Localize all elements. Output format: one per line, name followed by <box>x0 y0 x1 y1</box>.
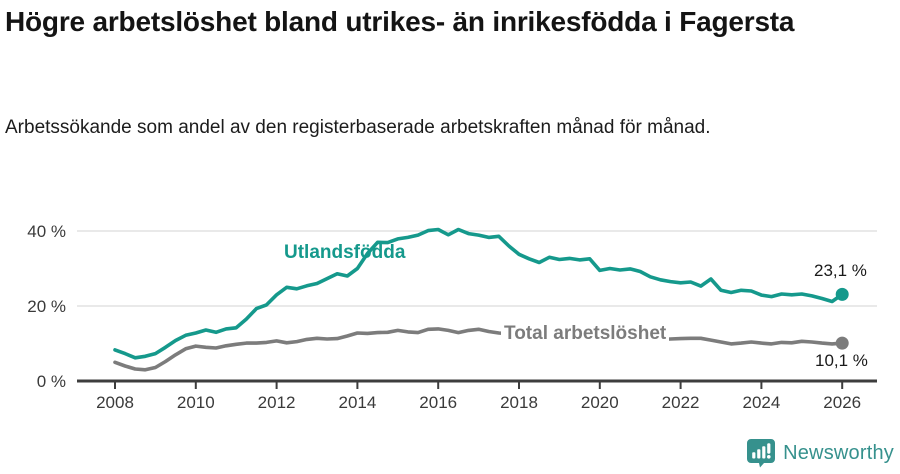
y-tick-label: 40 % <box>27 222 66 241</box>
newsworthy-logo: Newsworthy <box>746 436 894 470</box>
chart-subtitle: Arbetssökande som andel av den registerb… <box>5 117 711 138</box>
x-tick-label: 2014 <box>338 393 376 412</box>
series-label-total-arbetsloshet: Total arbetslöshet <box>501 322 670 346</box>
series-line-total <box>113 327 845 372</box>
x-tick-label: 2010 <box>177 393 215 412</box>
newsworthy-wordmark: Newsworthy <box>783 441 894 464</box>
x-tick-label: 2016 <box>419 393 457 412</box>
x-tick-label: 2024 <box>742 393 780 412</box>
x-tick-label: 2022 <box>662 393 700 412</box>
series-line-utlandsfodda <box>113 227 845 360</box>
series-label-utlandsfodda: Utlandsfödda <box>284 242 406 263</box>
newsworthy-chart-bubble-icon <box>747 439 776 468</box>
x-tick-label: 2026 <box>823 393 861 412</box>
y-tick-label: 0 % <box>37 372 66 391</box>
end-value-total-arbetsloshet: 10,1 % <box>815 351 868 370</box>
series-end-dot-total <box>835 336 849 350</box>
page-title: Högre arbetslöshet bland utrikes- än inr… <box>5 6 795 37</box>
x-tick-label: 2008 <box>96 393 134 412</box>
series-end-dot-utlandsfodda <box>835 287 849 301</box>
x-tick-label: 2012 <box>258 393 296 412</box>
end-value-utlandsfodda: 23,1 % <box>814 261 867 280</box>
y-tick-label: 20 % <box>27 297 66 316</box>
x-tick-label: 2018 <box>500 393 538 412</box>
x-tick-label: 2020 <box>581 393 619 412</box>
